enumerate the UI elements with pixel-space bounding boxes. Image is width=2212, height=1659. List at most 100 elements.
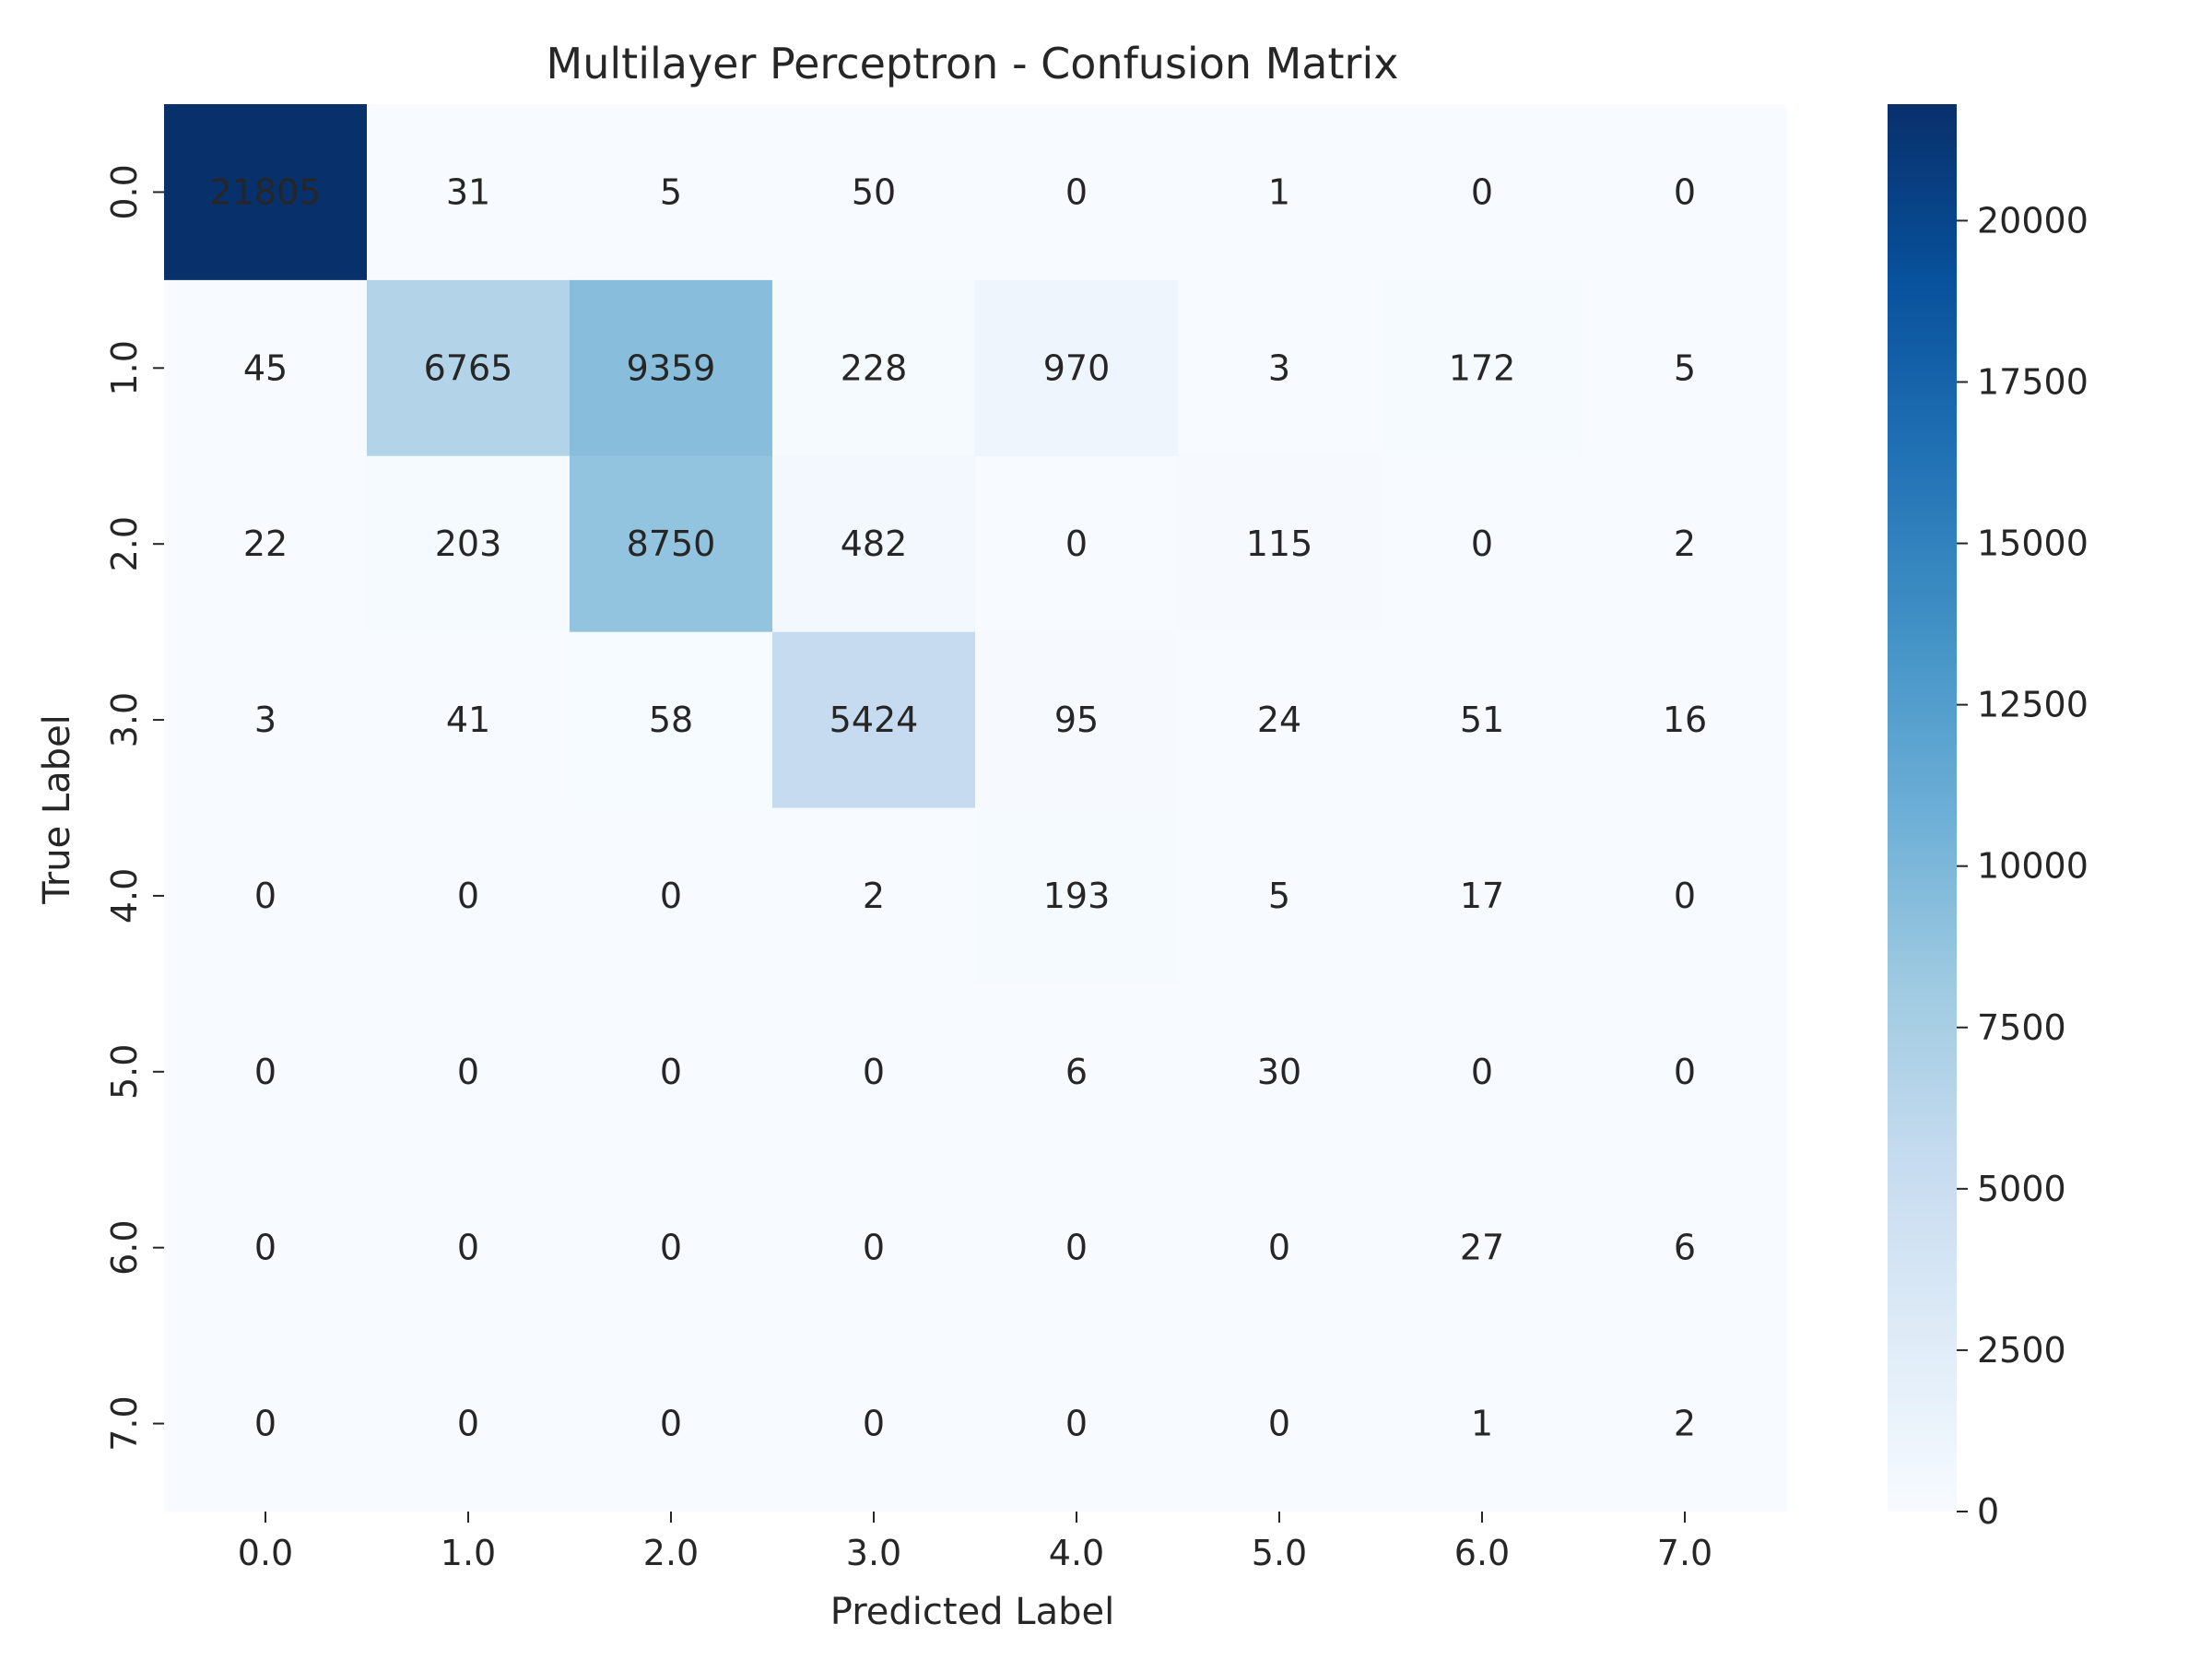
x-tick-label-0: 0.0: [238, 1533, 293, 1573]
heatmap-cell-r7-c6: [1381, 1335, 1584, 1512]
cell-value-r1-c3: 228: [841, 347, 908, 388]
cell-value-r7-c6: 1: [1471, 1404, 1493, 1444]
heatmap-cell-r5-c6: [1381, 983, 1584, 1160]
y-tick-label-3: 3.0: [104, 692, 145, 747]
cell-value-r0-c5: 1: [1268, 171, 1290, 212]
heatmap-cell-r7-c2: [570, 1335, 773, 1512]
colorbar-tick-label-4: 10000: [1977, 846, 2088, 887]
heatmap-cell-r3-c7: [1583, 631, 1787, 808]
cell-value-r1-c0: 45: [243, 347, 288, 388]
colorbar-tick-label-3: 7500: [1977, 1007, 2066, 1048]
cell-value-r4-c3: 2: [863, 876, 885, 916]
heatmap-cell-r4-c0: [164, 807, 368, 984]
cell-value-r2-c0: 22: [243, 524, 288, 564]
cell-value-r3-c6: 51: [1460, 700, 1504, 740]
colorbar-tick-label-5: 12500: [1977, 685, 2088, 725]
x-tick-label-3: 3.0: [846, 1533, 901, 1573]
cell-value-r6-c1: 0: [457, 1228, 479, 1268]
cell-value-r6-c3: 0: [863, 1228, 885, 1268]
heatmap-cell-r0-c3: [772, 104, 976, 281]
heatmap-cell-r7-c1: [367, 1335, 571, 1512]
x-axis-ticks: 0.0 1.0 2.0 3.0 4.0 5.0 6.0 7.0: [238, 1512, 1712, 1573]
heatmap-cell-r5-c5: [1178, 983, 1382, 1160]
heatmap-cell-r1-c7: [1583, 279, 1787, 457]
cell-value-r6-c7: 6: [1674, 1228, 1696, 1268]
cell-value-r3-c4: 95: [1054, 700, 1099, 740]
cell-value-r4-c6: 17: [1460, 876, 1504, 916]
y-tick-label-2: 2.0: [104, 516, 145, 571]
y-axis-label: True Label: [36, 714, 78, 905]
heatmap-cell-r2-c0: [164, 455, 368, 633]
cell-value-r4-c0: 0: [254, 876, 276, 916]
y-tick-label-0: 0.0: [104, 164, 145, 219]
x-axis-label: Predicted Label: [830, 1591, 1114, 1633]
cell-value-r2-c1: 203: [435, 524, 502, 564]
cell-value-r7-c7: 2: [1674, 1404, 1696, 1444]
cell-value-r1-c4: 970: [1043, 347, 1111, 388]
heatmap-cell-r1-c2: [570, 279, 773, 457]
cell-value-r7-c1: 0: [457, 1404, 479, 1444]
cell-value-r2-c4: 0: [1065, 524, 1088, 564]
heatmap-cell-r2-c2: [570, 455, 773, 633]
cell-value-r3-c0: 3: [254, 700, 276, 740]
cell-value-r4-c1: 0: [457, 876, 479, 916]
heatmap-cell-r4-c3: [772, 807, 976, 984]
heatmap-cell-r2-c1: [367, 455, 571, 633]
heatmap-cell-r3-c1: [367, 631, 571, 808]
heatmap-cell-r2-c6: [1381, 455, 1584, 633]
cell-value-r2-c5: 115: [1246, 524, 1313, 564]
heatmap-cell-r1-c6: [1381, 279, 1584, 457]
cell-value-r5-c2: 0: [660, 1052, 682, 1092]
heatmap-cell-r6-c1: [367, 1159, 571, 1336]
heatmap-cell-r0-c0: [164, 104, 368, 281]
cell-value-r5-c5: 30: [1257, 1052, 1301, 1092]
heatmap-cell-r3-c0: [164, 631, 368, 808]
cell-value-r5-c6: 0: [1471, 1052, 1493, 1092]
heatmap-cell-r7-c4: [975, 1335, 1179, 1512]
cell-value-r6-c2: 0: [660, 1228, 682, 1268]
colorbar: [1888, 104, 1957, 1512]
colorbar-ticks: 0 2500 5000 7500 10000 12500 15000 17500 20000: [1957, 200, 2088, 1532]
heatmap-cell-r4-c7: [1583, 807, 1787, 984]
heatmap-cell-r2-c3: [772, 455, 976, 633]
heatmap-cell-r1-c3: [772, 279, 976, 457]
cell-value-r2-c2: 8750: [627, 524, 716, 564]
cell-value-r3-c7: 16: [1663, 700, 1707, 740]
x-tick-label-7: 7.0: [1657, 1533, 1712, 1573]
cell-value-r7-c3: 0: [863, 1404, 885, 1444]
colorbar-tick-label-6: 15000: [1977, 524, 2088, 564]
cell-value-r7-c4: 0: [1065, 1404, 1088, 1444]
cell-value-r0-c2: 5: [660, 171, 682, 212]
cell-value-r4-c4: 193: [1043, 876, 1111, 916]
heatmap-cell-r0-c4: [975, 104, 1179, 281]
cell-value-r5-c1: 0: [457, 1052, 479, 1092]
heatmap-cell-r4-c5: [1178, 807, 1382, 984]
cell-value-r7-c0: 0: [254, 1404, 276, 1444]
cell-value-r1-c2: 9359: [627, 347, 716, 388]
y-tick-label-5: 5.0: [104, 1044, 145, 1100]
cell-value-r0-c6: 0: [1471, 171, 1493, 212]
heatmap-cell-r2-c4: [975, 455, 1179, 633]
cell-value-r1-c5: 3: [1268, 347, 1290, 388]
heatmap-cell-r5-c2: [570, 983, 773, 1160]
heatmap-cell-r0-c6: [1381, 104, 1584, 281]
heatmap-cell-r7-c7: [1583, 1335, 1787, 1512]
heatmap-cell-r7-c5: [1178, 1335, 1382, 1512]
cell-value-r3-c3: 5424: [830, 700, 919, 740]
cell-value-r5-c4: 6: [1065, 1052, 1088, 1092]
heatmap-cell-r1-c0: [164, 279, 368, 457]
heatmap-cell-labels: 21805 31 5 50 0 1 0 045 6765 9359 228 970 3 172 522 203…: [210, 171, 1708, 1443]
cell-value-r5-c0: 0: [254, 1052, 276, 1092]
heatmap-cell-r6-c6: [1381, 1159, 1584, 1336]
heatmap-cell-r3-c4: [975, 631, 1179, 808]
heatmap-cell-r6-c4: [975, 1159, 1179, 1336]
cell-value-r5-c7: 0: [1674, 1052, 1696, 1092]
cell-value-r6-c0: 0: [254, 1228, 276, 1268]
colorbar-tick-label-1: 2500: [1977, 1330, 2066, 1371]
cell-value-r3-c5: 24: [1257, 700, 1301, 740]
cell-value-r0-c7: 0: [1674, 171, 1696, 212]
cell-value-r0-c0: 21805: [210, 171, 322, 212]
cell-value-r4-c2: 0: [660, 876, 682, 916]
heatmap-cell-r4-c1: [367, 807, 571, 984]
heatmap-cell-r3-c5: [1178, 631, 1382, 808]
